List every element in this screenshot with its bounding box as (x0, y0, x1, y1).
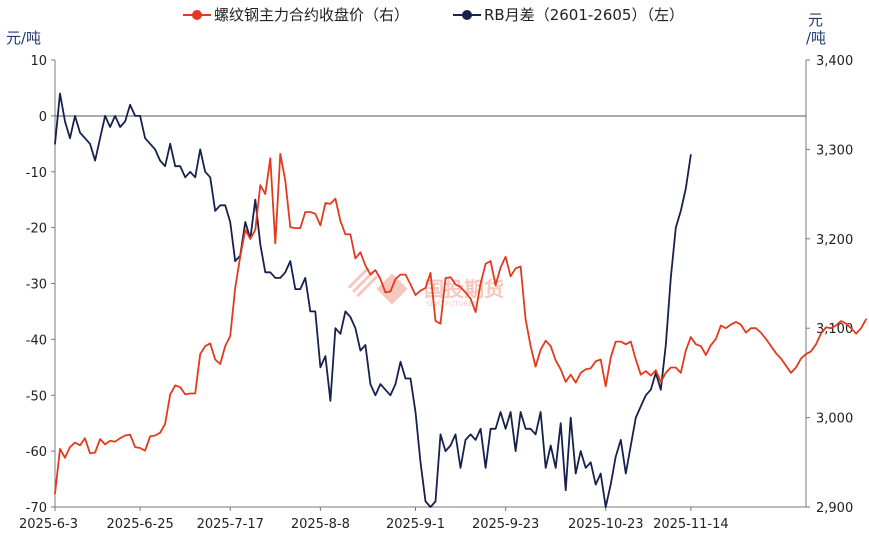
left-tick-label: -40 (26, 333, 47, 348)
x-tick-label: 2025-6-3 (19, 517, 78, 532)
x-axis-ticks: 2025-6-3 2025-6-25 2025-7-17 2025-8-8 2025-9… (19, 507, 729, 532)
left-tick-label: 10 (30, 54, 47, 69)
left-tick-label: -20 (26, 222, 47, 237)
x-tick-label: 2025-6-25 (106, 517, 173, 532)
right-tick-label: 3,100 (816, 322, 853, 337)
right-tick-label: 3,200 (816, 233, 853, 248)
left-tick-label: -50 (26, 389, 47, 404)
left-tick-label: -60 (26, 445, 47, 460)
legend-label-spread: RB月差（2601-2605）（左） (484, 6, 684, 24)
x-tick-label: 2025-10-23 (568, 517, 644, 532)
watermark-subtext: SDIC FUTURES (426, 300, 478, 308)
right-tick-label: 3,400 (816, 54, 853, 69)
legend-label-rebar: 螺纹钢主力合约收盘价（右） (214, 6, 409, 24)
x-tick-label: 2025-9-1 (386, 517, 445, 532)
right-tick-label: 2,900 (816, 501, 853, 516)
right-tick-label: 3,300 (816, 143, 853, 158)
watermark-text: 国投期货 (424, 277, 504, 301)
left-tick-label: -70 (26, 501, 47, 516)
rebar-price-series-line (54, 152, 867, 495)
x-tick-label: 2025-7-17 (197, 517, 264, 532)
left-axis-unit: 元/吨 (6, 29, 41, 47)
legend: 螺纹钢主力合约收盘价（右） RB月差（2601-2605）（左） (183, 6, 684, 24)
left-tick-label: -10 (26, 166, 47, 181)
x-tick-label: 2025-11-14 (653, 517, 729, 532)
right-axis-unit-top: 元 (808, 11, 823, 29)
right-axis-unit-bottom: /吨 (806, 29, 826, 47)
legend-marker-spread (462, 10, 472, 20)
right-tick-label: 3,000 (816, 412, 853, 427)
left-tick-label: 0 (39, 110, 47, 125)
left-axis-ticks: 10 0 -10 -20 -30 -40 -50 -60 -70 (26, 54, 55, 516)
series-layer (54, 92, 867, 508)
x-tick-label: 2025-9-23 (472, 517, 539, 532)
spread-series-line (54, 92, 692, 508)
legend-marker-rebar (192, 10, 202, 20)
left-tick-label: -30 (26, 278, 47, 293)
x-tick-label: 2025-8-8 (291, 517, 350, 532)
right-axis-ticks: 3,400 3,300 3,200 3,100 3,000 2,900 (806, 54, 853, 516)
